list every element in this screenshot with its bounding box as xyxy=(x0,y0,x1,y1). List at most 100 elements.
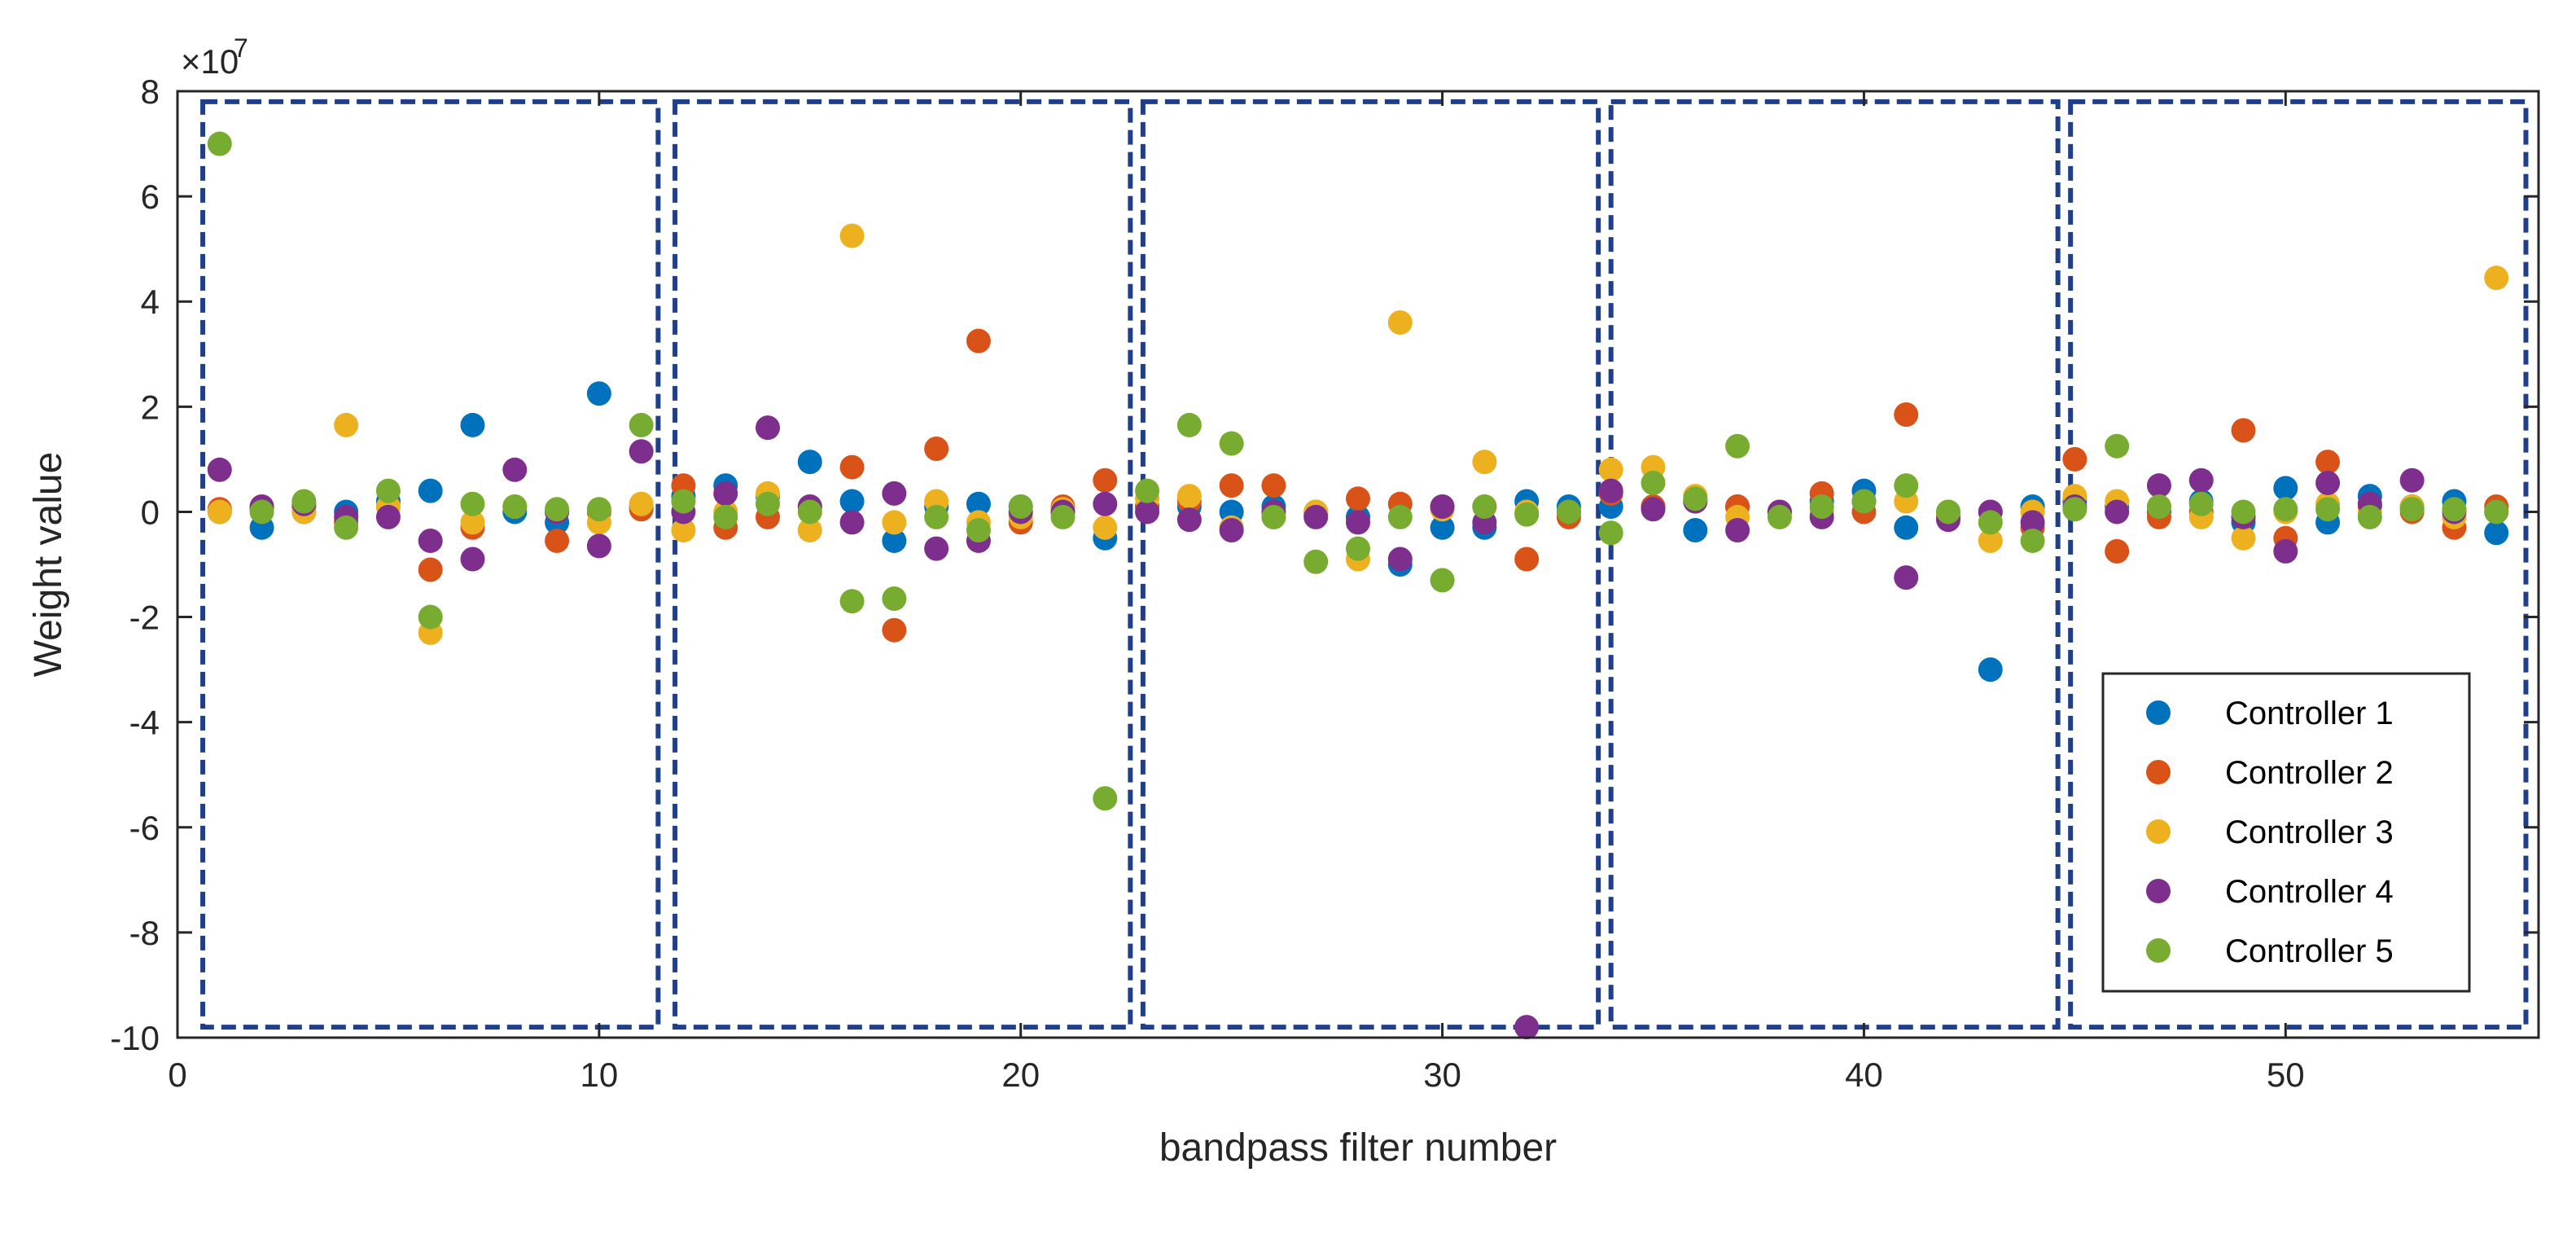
data-point xyxy=(2105,499,2130,525)
x-tick-label: 40 xyxy=(1845,1056,1883,1094)
data-point xyxy=(418,557,443,582)
y-tick-label: -4 xyxy=(129,704,160,742)
data-point xyxy=(629,412,654,437)
data-point xyxy=(2105,538,2130,564)
data-point xyxy=(460,412,485,437)
data-point xyxy=(629,439,654,464)
data-point xyxy=(2484,520,2509,546)
data-point xyxy=(2146,494,2171,519)
data-point xyxy=(924,536,949,561)
data-point xyxy=(1683,486,1708,511)
data-point xyxy=(2062,497,2088,522)
data-point xyxy=(249,499,274,525)
data-point xyxy=(460,491,485,516)
data-point xyxy=(1093,786,1118,811)
data-point xyxy=(2484,499,2509,525)
data-point xyxy=(924,504,949,529)
plot-frame xyxy=(176,90,2540,1039)
data-point xyxy=(1135,499,1160,525)
data-point xyxy=(1598,478,1623,503)
data-point xyxy=(1514,547,1540,572)
data-point xyxy=(1176,484,1202,509)
data-point xyxy=(2273,476,2298,501)
series-controller-5 xyxy=(207,131,2509,811)
data-point xyxy=(334,515,359,540)
data-point xyxy=(882,528,907,553)
data-point xyxy=(629,491,654,516)
data-point xyxy=(586,381,611,406)
y-axis-title: Weight value xyxy=(27,452,70,678)
data-point xyxy=(1346,536,1370,561)
legend-label-controller-1: Controller 1 xyxy=(2225,696,2394,731)
data-point xyxy=(882,510,907,535)
data-point xyxy=(1725,433,1750,459)
data-point xyxy=(2188,491,2214,516)
data-point xyxy=(502,494,528,519)
group-box-1 xyxy=(200,99,661,1030)
data-point xyxy=(375,478,401,503)
data-point xyxy=(797,518,822,543)
legend-label-controller-4: Controller 4 xyxy=(2225,874,2394,910)
data-point xyxy=(2231,525,2256,551)
data-point xyxy=(1387,547,1413,572)
data-point xyxy=(2188,468,2214,493)
x-tick-label: 20 xyxy=(1001,1056,1040,1094)
data-point xyxy=(502,457,528,482)
y-tick-label: 0 xyxy=(141,493,160,531)
data-point xyxy=(1683,518,1708,543)
data-point xyxy=(2399,497,2425,522)
x-tick-label: 30 xyxy=(1423,1056,1461,1094)
y-tick-label: 6 xyxy=(141,178,160,216)
data-point xyxy=(713,481,738,506)
data-point xyxy=(207,499,232,525)
data-point xyxy=(924,436,949,461)
y-tick-label: -6 xyxy=(129,809,160,847)
data-point xyxy=(1598,457,1623,482)
data-point xyxy=(1725,518,1750,543)
data-point xyxy=(966,328,991,353)
data-point xyxy=(1556,499,1581,525)
data-point xyxy=(1261,504,1286,529)
legend-marker-controller-5 xyxy=(2146,938,2171,963)
data-point xyxy=(797,450,822,475)
data-point xyxy=(671,489,696,514)
data-point xyxy=(2105,433,2130,459)
data-point xyxy=(334,412,359,437)
data-point xyxy=(1387,504,1413,529)
y-tick-label: -10 xyxy=(110,1019,160,1057)
data-point xyxy=(1008,494,1033,519)
data-point xyxy=(882,481,907,506)
data-point xyxy=(1894,473,1919,498)
group-box-4 xyxy=(1608,99,2061,1030)
data-point xyxy=(1894,402,1919,428)
data-point xyxy=(2315,470,2341,495)
legend-label-controller-2: Controller 2 xyxy=(2225,755,2394,791)
group-box-2 xyxy=(672,99,1133,1030)
data-point xyxy=(375,504,401,529)
data-point xyxy=(756,415,780,441)
data-point xyxy=(2315,450,2341,475)
group-box-5 xyxy=(2068,99,2529,1030)
data-point xyxy=(1978,657,2003,683)
data-point xyxy=(1472,494,1497,519)
data-point xyxy=(2020,510,2045,535)
data-point xyxy=(1093,491,1118,516)
data-point xyxy=(1303,549,1329,574)
data-point xyxy=(882,617,907,643)
data-point xyxy=(2062,446,2088,472)
data-point xyxy=(418,604,443,630)
data-point xyxy=(460,547,485,572)
data-point xyxy=(713,504,738,529)
data-point xyxy=(1303,504,1329,529)
data-point xyxy=(2231,418,2256,443)
data-point xyxy=(1387,310,1413,336)
x-tick-label: 0 xyxy=(168,1056,186,1094)
data-point xyxy=(839,223,865,248)
data-point xyxy=(839,454,865,480)
data-point xyxy=(1176,507,1202,533)
data-point xyxy=(839,510,865,535)
data-point xyxy=(545,497,570,522)
data-point xyxy=(586,497,611,522)
data-point xyxy=(1472,450,1497,475)
